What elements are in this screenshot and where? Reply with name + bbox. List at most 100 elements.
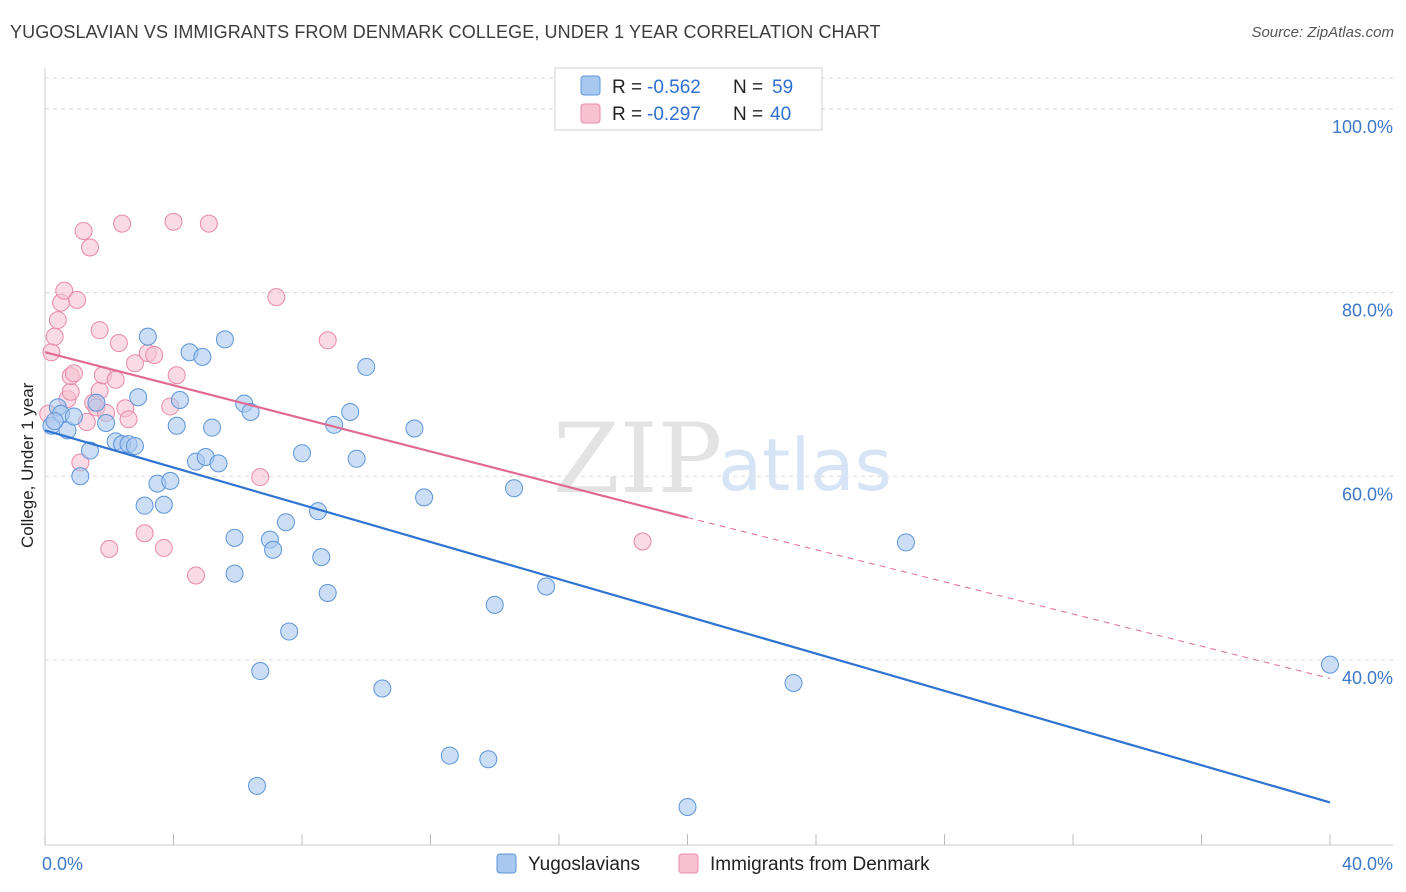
- point-denmark-40: [633, 532, 652, 551]
- point-yugoslavian-35: [264, 540, 283, 559]
- trend-lines: [44, 351, 1331, 804]
- point-yugoslavian-15: [138, 327, 157, 346]
- point-denmark-31: [154, 538, 173, 557]
- point-yugoslavian-48: [415, 488, 434, 507]
- trend-line-denmark-extension: [687, 517, 1331, 679]
- legend-r-value-1: -0.562: [647, 77, 701, 98]
- point-yugoslavian-45: [357, 357, 376, 376]
- point-denmark-36: [199, 214, 218, 233]
- legend-r-value-2: -0.297: [647, 104, 701, 125]
- point-denmark-5: [55, 281, 74, 300]
- point-denmark-37: [251, 468, 270, 487]
- point-denmark-17: [90, 321, 109, 340]
- legend-n-label-2: N =: [733, 104, 763, 125]
- point-yugoslavian-28: [225, 528, 244, 547]
- point-denmark-12: [74, 221, 93, 240]
- point-yugoslavian-25: [203, 418, 222, 437]
- point-yugoslavian-49: [440, 746, 459, 765]
- point-denmark-23: [109, 334, 128, 353]
- point-yugoslavian-40: [312, 548, 331, 567]
- point-yugoslavian-57: [1321, 655, 1339, 674]
- y-tick-label-2: 80.0%: [1342, 301, 1393, 321]
- point-denmark-33: [167, 366, 186, 385]
- legend: R = -0.562 N = 59 R = -0.297 N = 40: [554, 67, 823, 131]
- point-denmark-21: [100, 539, 119, 558]
- point-yugoslavian-32: [248, 776, 267, 795]
- series-yugoslavians: [42, 327, 1339, 817]
- point-yugoslavian-14: [135, 496, 154, 515]
- point-yugoslavian-54: [678, 798, 697, 817]
- legend-swatch-pink: [580, 103, 601, 124]
- point-yugoslavian-47: [405, 419, 424, 438]
- point-denmark-38: [267, 288, 286, 307]
- source-credit: Source: ZipAtlas.com: [1251, 24, 1394, 41]
- legend-n-value-2: 40: [770, 104, 791, 125]
- watermark-zip: ZIP: [553, 403, 722, 515]
- watermark: ZIP atlas: [553, 403, 892, 515]
- point-yugoslavian-51: [485, 595, 504, 614]
- chart-title: YUGOSLAVIAN VS IMMIGRANTS FROM DENMARK C…: [10, 22, 881, 42]
- point-denmark-35: [164, 212, 183, 231]
- y-axis-label: College, Under 1 year: [18, 382, 37, 548]
- point-yugoslavian-5: [71, 467, 90, 486]
- point-yugoslavian-46: [373, 679, 392, 698]
- point-yugoslavian-55: [784, 673, 803, 692]
- point-yugoslavian-44: [347, 449, 366, 468]
- point-yugoslavian-20: [170, 391, 189, 410]
- x-tick-label-1: 40.0%: [1342, 854, 1393, 874]
- point-yugoslavian-50: [479, 750, 498, 769]
- point-denmark-30: [145, 345, 164, 364]
- point-denmark-28: [135, 524, 154, 543]
- point-yugoslavian-43: [341, 402, 360, 421]
- point-denmark-22: [106, 370, 125, 389]
- point-denmark-34: [186, 566, 205, 585]
- bottom-legend: Yugoslavians Immigrants from Denmark: [496, 853, 930, 875]
- legend-swatch-blue: [580, 75, 601, 96]
- point-yugoslavian-29: [225, 564, 244, 583]
- point-yugoslavian-53: [537, 577, 556, 596]
- point-yugoslavian-6: [80, 441, 99, 460]
- x-tick-label-0: 0.0%: [42, 854, 83, 874]
- point-yugoslavian-36: [276, 513, 295, 532]
- y-tick-labels: 40.0% 60.0% 80.0% 100.0%: [1332, 117, 1393, 688]
- point-yugoslavian-12: [125, 436, 144, 455]
- legend-r-label-2: R =: [612, 104, 642, 125]
- grid-lines: [45, 77, 1393, 661]
- point-denmark-27: [125, 354, 144, 373]
- point-yugoslavian-38: [293, 444, 311, 463]
- trend-line-yugoslavians: [44, 429, 1331, 804]
- point-yugoslavian-17: [154, 495, 173, 514]
- y-tick-label-3: 100.0%: [1332, 117, 1393, 137]
- point-yugoslavian-13: [129, 388, 148, 407]
- point-denmark-14: [80, 238, 99, 257]
- bottom-legend-swatch-pink: [678, 853, 699, 874]
- bottom-legend-label-pink: Immigrants from Denmark: [710, 854, 930, 875]
- y-tick-label-1: 60.0%: [1342, 484, 1393, 504]
- bottom-legend-swatch-blue: [496, 853, 517, 874]
- point-yugoslavian-56: [896, 533, 915, 552]
- point-yugoslavian-52: [505, 479, 524, 498]
- point-denmark-24: [113, 214, 132, 233]
- point-denmark-9: [64, 364, 83, 383]
- point-yugoslavian-37: [280, 622, 299, 641]
- point-denmark-3: [48, 311, 67, 330]
- point-denmark-39: [318, 331, 337, 350]
- point-yugoslavian-31: [241, 402, 260, 421]
- legend-n-value-1: 59: [772, 77, 793, 98]
- legend-r-label-1: R =: [612, 77, 642, 98]
- point-yugoslavian-4: [64, 407, 83, 426]
- bottom-legend-label-blue: Yugoslavians: [528, 854, 640, 875]
- y-tick-label-0: 40.0%: [1342, 668, 1393, 688]
- point-denmark-2: [45, 327, 64, 346]
- point-yugoslavian-18: [161, 471, 180, 490]
- point-denmark-10: [68, 290, 87, 309]
- watermark-atlas: atlas: [718, 423, 892, 507]
- point-yugoslavian-19: [167, 416, 186, 435]
- axes: [44, 68, 1393, 846]
- point-yugoslavian-8: [97, 413, 116, 432]
- legend-n-label-1: N =: [733, 77, 763, 98]
- point-yugoslavian-33: [251, 662, 270, 681]
- point-yugoslavian-23: [193, 347, 212, 366]
- point-yugoslavian-26: [209, 454, 228, 473]
